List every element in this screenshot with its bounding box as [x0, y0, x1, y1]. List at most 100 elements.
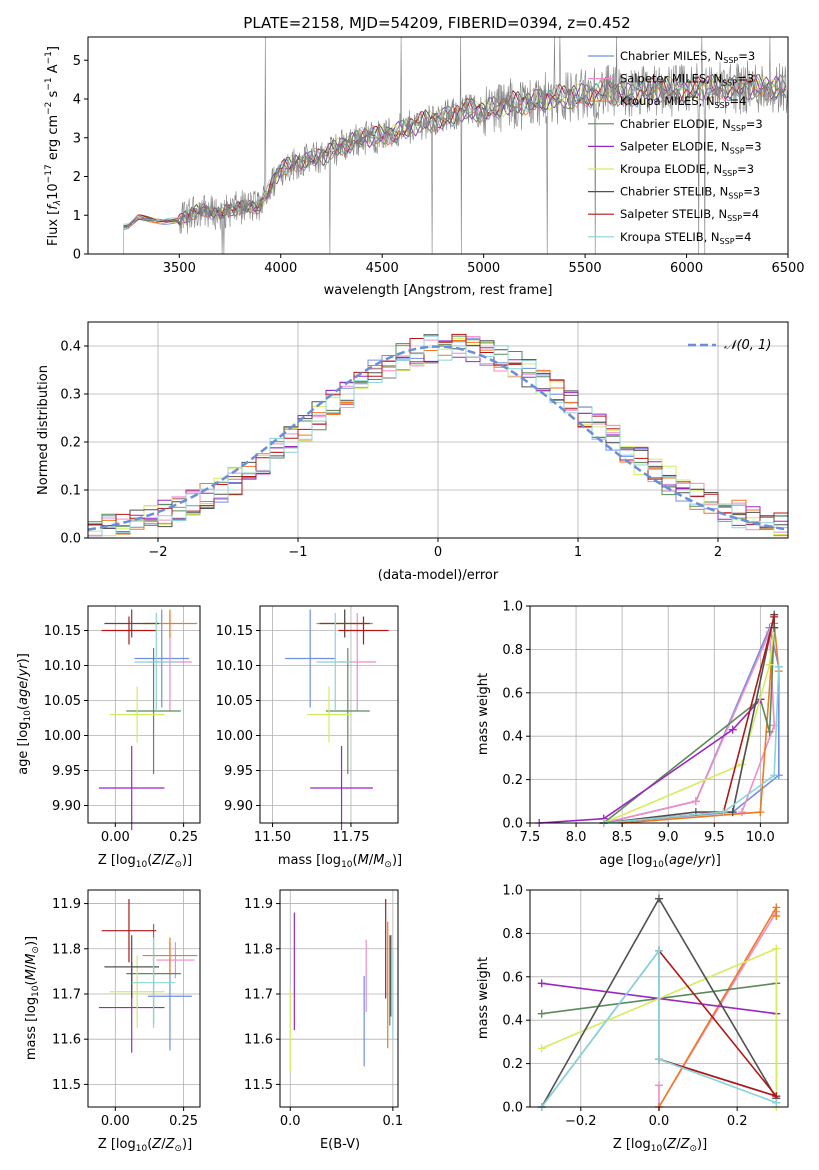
mass-weight-marker [765, 727, 774, 736]
y-tick-label: 11.5 [244, 1078, 273, 1093]
y-tick-label: 11.5 [52, 1078, 81, 1093]
x-tick-label: 10.0 [746, 830, 775, 845]
x-tick-label: 5500 [569, 261, 602, 276]
x-tick-label: 9.5 [704, 830, 725, 845]
legend-label: Kroupa STELIB, NSSP=4 [620, 230, 751, 246]
mass-weight-marker [772, 1098, 781, 1107]
y-tick-label: 11.8 [244, 942, 273, 957]
y-tick-label: 0.4 [60, 340, 81, 355]
y-tick-label: 0.0 [60, 532, 81, 547]
residuals-xlabel: (data-model)/error [378, 568, 499, 583]
model-spectrum-line [123, 74, 787, 227]
mass-weight-marker [772, 944, 781, 953]
model-spectrum-line [123, 73, 786, 229]
weight-vs-age-xlabel: age [log10(age/yr)] [599, 853, 721, 870]
y-tick-label: 0.2 [60, 436, 81, 451]
age-vs-mass-xlabel: mass [log10(M/M⊙)] [278, 853, 402, 870]
y-tick-label: 4 [73, 93, 81, 108]
y-tick-label: 0.2 [502, 1057, 523, 1072]
x-tick-label: 6000 [670, 261, 703, 276]
y-tick-label: 9.90 [224, 799, 253, 814]
y-tick-label: 0.1 [60, 484, 81, 499]
mass-weight-marker [774, 662, 783, 671]
legend-label: Salpeter MILES, NSSP=3 [620, 72, 754, 88]
weight-vs-age-ylabel: mass weight [476, 673, 491, 755]
age-vs-mass-panel: 11.50 11.75 9.90 9.95 10.00 10.05 10.10 10.15 m… [216, 605, 402, 870]
x-tick-label: 0.00 [101, 1114, 130, 1129]
mass-vs-ebv-axes-frame [279, 889, 399, 1108]
mass-weight-marker [737, 808, 746, 817]
y-tick-label: 9.90 [52, 799, 81, 814]
age-vs-Z-ylabel: age [log10(age/yr)] [16, 653, 33, 775]
mass-weight-marker [728, 725, 737, 734]
x-tick-label: 0.0 [649, 1114, 670, 1129]
legend-label: Salpeter ELODIE, NSSP=3 [620, 139, 762, 155]
y-tick-label: 10.05 [216, 694, 253, 709]
mass-vs-Z-xlabel: Z [log10(Z/Z⊙)] [98, 1137, 192, 1154]
y-tick-label: 10.00 [44, 729, 81, 744]
weight-vs-Z-ylabel: mass weight [476, 957, 491, 1039]
weight-vs-age-axes-frame [529, 605, 789, 824]
figure-title: PLATE=2158, MJD=54209, FIBERID=0394, z=0… [243, 14, 630, 32]
legend-label: Kroupa ELODIE, NSSP=3 [620, 162, 754, 178]
x-tick-label: 4500 [366, 261, 399, 276]
mass-weight-marker [765, 660, 774, 669]
x-tick-label: −1 [288, 545, 307, 560]
y-tick-label: 1 [73, 209, 81, 224]
y-tick-label: 10.05 [44, 694, 81, 709]
y-tick-label: 10.10 [44, 659, 81, 674]
x-tick-label: 2 [714, 545, 722, 560]
x-tick-label: 1 [574, 545, 582, 560]
spectrum-panel: 3500 4000 4500 5000 5500 6000 6500 0 1 2 3 4 5 Chabr… [44, 36, 805, 298]
mass-weight-marker [537, 979, 546, 988]
model-spectrum-line [123, 72, 787, 225]
y-tick-label: 0.6 [502, 970, 523, 985]
mass-weight-marker [655, 894, 663, 903]
y-tick-label: 0.3 [60, 388, 81, 403]
y-tick-label: 10.15 [216, 624, 253, 639]
age-vs-Z-panel: 0.00 0.25 9.90 9.95 10.00 10.05 10.10 10.15 Z [… [16, 605, 201, 870]
y-tick-label: 10.10 [216, 659, 253, 674]
observed-spectrum-line [123, 36, 788, 255]
y-tick-label: 10.15 [44, 624, 81, 639]
y-tick-label: 11.6 [52, 1033, 81, 1048]
y-tick-label: 11.7 [244, 987, 273, 1002]
y-tick-label: 11.6 [244, 1033, 273, 1048]
x-tick-label: 0.25 [169, 830, 198, 845]
mass-vs-Z-axes-frame [87, 889, 201, 1108]
x-tick-label: 11.50 [254, 830, 291, 845]
y-tick-label: 0.8 [502, 927, 523, 942]
mass-vs-ebv-panel: 0.0 0.1 11.5 11.6 11.7 11.8 11.9 E(B-V) [244, 889, 404, 1152]
x-tick-label: 0.00 [101, 830, 130, 845]
x-tick-label: 0.1 [383, 1114, 404, 1129]
mass-weight-marker [691, 797, 700, 806]
weight-vs-Z-xlabel: Z [log10(Z/Z⊙)] [613, 1137, 707, 1154]
x-tick-label: 0.2 [727, 1114, 748, 1129]
x-tick-label: 6500 [771, 261, 804, 276]
x-tick-label: 3500 [163, 261, 196, 276]
y-tick-label: 3 [73, 131, 81, 146]
y-tick-label: 11.9 [244, 897, 273, 912]
y-tick-label: 2 [73, 170, 81, 185]
mass-weight-line [541, 948, 777, 1108]
mass-weight-marker [719, 808, 728, 817]
y-tick-label: 0 [73, 248, 81, 263]
mass-weight-line [603, 614, 775, 824]
spectrum-axes-frame [87, 36, 789, 255]
legend-label: Chabrier ELODIE, NSSP=3 [620, 117, 763, 133]
y-tick-label: 9.95 [224, 764, 253, 779]
mass-vs-Z-ylabel: mass [log10(M/M⊙)] [24, 936, 41, 1060]
y-tick-label: 0.8 [502, 643, 523, 658]
y-tick-label: 11.7 [52, 987, 81, 1002]
x-tick-label: 0 [434, 545, 442, 560]
normal-legend-label: 𝒩(0, 1) [724, 338, 771, 353]
y-tick-label: 5 [73, 54, 81, 69]
y-tick-label: 11.9 [52, 897, 81, 912]
x-tick-label: 0.0 [280, 1114, 301, 1129]
y-tick-label: 1.0 [502, 884, 523, 899]
mass-vs-ebv-xlabel: E(B-V) [320, 1137, 360, 1152]
x-tick-label: −2 [148, 545, 167, 560]
legend-label: Kroupa MILES, NSSP=4 [620, 94, 746, 110]
x-tick-label: 0.25 [169, 1114, 198, 1129]
y-tick-label: 0.4 [502, 730, 523, 745]
